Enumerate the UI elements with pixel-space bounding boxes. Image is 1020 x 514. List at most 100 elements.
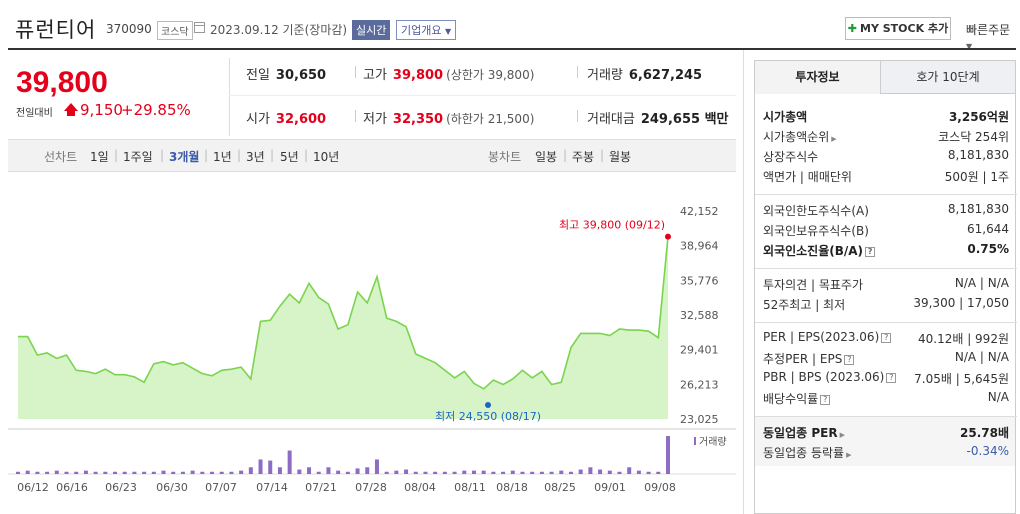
volume-bar — [365, 467, 370, 474]
high-value: 39,800 — [392, 68, 444, 83]
candle-weekly[interactable]: 주봉 — [572, 150, 595, 164]
volume-bar — [171, 471, 176, 474]
price-summary: 39,800 전일대비 9,150 +29.85% 전일 30,650 고가 39,… — [8, 58, 736, 136]
period-1w[interactable]: 1주일 — [123, 150, 153, 164]
period-3y[interactable]: 3년 — [246, 150, 265, 164]
volume-bar — [258, 459, 263, 474]
info-row: 동일업종 PER ▶ 25.78배 — [763, 424, 1009, 444]
period-3m[interactable]: 3개월 — [169, 150, 200, 164]
market-badge: 코스닥 — [157, 21, 193, 40]
period-10y[interactable]: 10년 — [313, 150, 340, 164]
chevron-right-icon[interactable]: ▶ — [831, 135, 837, 143]
low-label: 최저 24,550 (08/17) — [435, 410, 541, 423]
info-key: 시가총액순위 ▶ — [763, 128, 837, 145]
volume-bar — [491, 471, 496, 474]
volume-bar — [578, 469, 583, 474]
volume-bar — [394, 470, 399, 474]
volume-value: 6,627,245 — [628, 68, 703, 83]
up-arrow-icon — [64, 103, 78, 111]
volume-bar — [54, 470, 59, 474]
industry-section — [755, 416, 1015, 466]
info-row: 시가총액 3,256억원 — [763, 108, 1009, 128]
prev-close: 전일 30,650 — [246, 64, 326, 83]
high-marker — [665, 233, 671, 240]
help-icon[interactable]: ? — [865, 247, 876, 257]
info-row: 외국인보유주식수(B) 61,644 — [763, 222, 1009, 242]
volume-bar — [45, 471, 50, 474]
x-tick-label: 09/01 — [594, 481, 626, 494]
info-value: 8,181,830 — [947, 202, 1009, 216]
divider — [229, 58, 230, 136]
volume-bar — [180, 471, 185, 474]
price-pct: +29.85% — [121, 101, 191, 119]
divider — [355, 66, 356, 78]
info-value: 500원 | 1주 — [944, 170, 1009, 184]
separator: | — [204, 148, 209, 162]
mystock-label: MY STOCK 추가 — [860, 22, 949, 35]
help-icon[interactable]: ? — [886, 373, 897, 383]
volume-bar — [268, 460, 273, 474]
plus-icon: ✚ — [847, 22, 858, 35]
info-key: 시가총액 — [763, 110, 808, 124]
info-key-text: PBR | BPS (2023.06) — [763, 370, 885, 384]
diff-label: 전일대비 — [16, 108, 53, 119]
corp-info-dropdown[interactable]: 기업개요 ▼ — [396, 20, 457, 40]
y-tick-label: 38,964 — [680, 240, 719, 253]
info-value: 7.05배 | 5,645원 — [914, 372, 1009, 386]
info-key: 외국인보유주식수(B) — [763, 224, 869, 238]
period-5y[interactable]: 5년 — [280, 150, 299, 164]
volume-bar — [93, 471, 98, 474]
volume-bar — [520, 471, 525, 474]
candle-monthly[interactable]: 월봉 — [609, 150, 632, 164]
chevron-right-icon[interactable]: ▶ — [839, 431, 845, 439]
volume-bar — [210, 471, 215, 474]
x-tick-label: 08/04 — [404, 481, 436, 494]
info-row: 외국인소진율(B/A)? 0.75% — [763, 242, 1009, 262]
volume-bar — [200, 471, 205, 474]
volume-bar — [355, 468, 360, 474]
volume-bar — [452, 471, 457, 474]
volume-bar — [646, 471, 651, 474]
period-bar: 선차트 1일 | 1주일 | 3개월 | 1년 | 3년 | 5년 | 10년 … — [8, 139, 736, 172]
volume-bar — [277, 467, 282, 474]
volume: 거래량 6,627,245 — [587, 64, 702, 83]
mystock-add-button[interactable]: ✚ MY STOCK 추가 — [845, 17, 951, 40]
x-tick-label: 07/14 — [256, 481, 288, 494]
stock-header: 퓨런티어 370090 코스닥 2023.09.12 기준(장마감) 실시간 기… — [0, 0, 1020, 58]
tab-invest-info[interactable]: 투자정보 — [754, 60, 881, 94]
tab-hoga[interactable]: 호가 10단계 — [880, 60, 1016, 94]
volume-bar — [530, 471, 535, 474]
low-label: 저가 — [363, 112, 387, 127]
price-chart-svg: 42,152 38,964 35,776 32,588 29,401 26,213 23,0… — [8, 205, 736, 494]
info-row: PER | EPS(2023.06)? 40.12배 | 992원 — [763, 330, 1009, 350]
chevron-right-icon[interactable]: ▶ — [846, 451, 852, 459]
info-key: 52주최고 | 최저 — [763, 298, 846, 312]
info-row: 52주최고 | 최저 39,300 | 17,050 — [763, 296, 1009, 316]
info-row: 추정PER | EPS? N/A | N/A — [763, 350, 1009, 370]
low-marker — [485, 402, 491, 408]
prev-label: 전일 — [246, 68, 270, 83]
realtime-button[interactable]: 실시간 — [352, 20, 391, 40]
date-info: 2023.09.12 기준(장마감) — [210, 23, 348, 37]
divider — [755, 268, 1017, 269]
right-tabs: 투자정보 호가 10단계 — [754, 60, 1016, 94]
divider — [755, 322, 1017, 323]
period-1y[interactable]: 1년 — [213, 150, 232, 164]
volume-legend-swatch — [694, 437, 696, 445]
period-1d[interactable]: 1일 — [90, 150, 109, 164]
price-chart[interactable]: 42,152 38,964 35,776 32,588 29,401 26,213 23,0… — [8, 172, 736, 514]
quick-order-button[interactable]: 빠른주문 ▼ — [966, 21, 1020, 52]
help-icon[interactable]: ? — [844, 355, 855, 365]
y-tick-label: 29,401 — [680, 344, 719, 357]
info-value: 3,256억원 — [948, 110, 1009, 124]
volume-bar — [442, 471, 447, 474]
volume-bar — [588, 467, 593, 474]
volume-bar — [501, 471, 506, 474]
help-icon[interactable]: ? — [881, 333, 892, 343]
candle-daily[interactable]: 일봉 — [535, 150, 558, 164]
help-icon[interactable]: ? — [820, 395, 831, 405]
y-tick-label: 35,776 — [680, 274, 719, 287]
chevron-down-icon: ▼ — [444, 27, 452, 36]
info-key-text: 동일업종 PER — [763, 426, 838, 440]
volume-bar — [307, 467, 312, 474]
